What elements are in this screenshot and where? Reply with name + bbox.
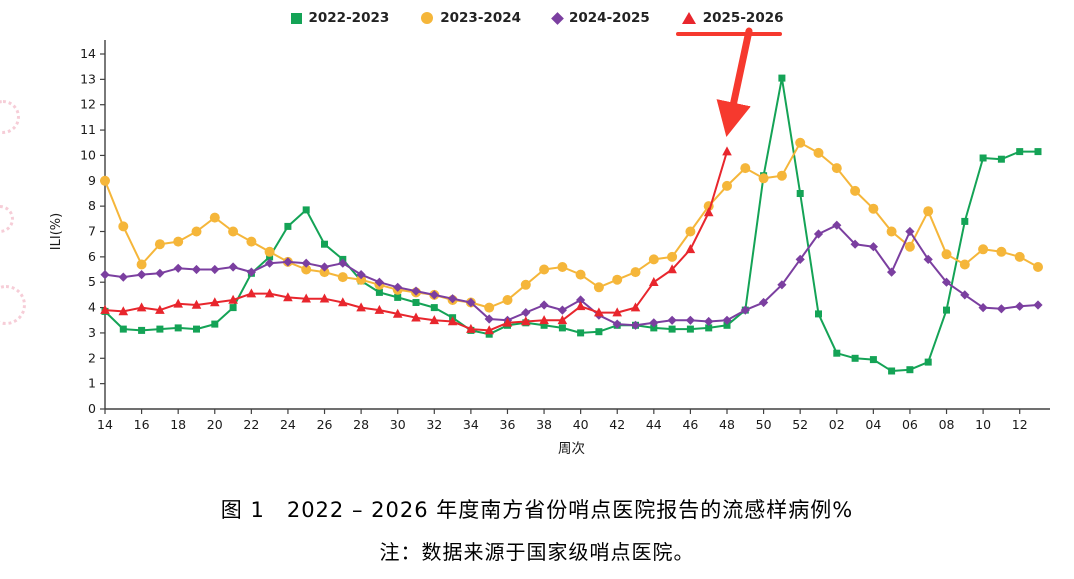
svg-text:40: 40: [573, 417, 589, 432]
svg-text:02: 02: [829, 417, 845, 432]
svg-text:16: 16: [134, 417, 150, 432]
svg-text:14: 14: [97, 417, 113, 432]
svg-text:ILI(%): ILI(%): [49, 213, 64, 250]
svg-text:32: 32: [426, 417, 442, 432]
ili-line-chart: 0 1 2 3 4 5 6 7 8 9 10 11 12 13 14 14 16 18 20 22 24 26 28 30 32…: [0, 26, 1074, 472]
chart-legend: 2022-2023 2023-2024 2024-2025 2025-2026: [0, 0, 1074, 36]
svg-text:26: 26: [317, 417, 333, 432]
legend-underline-annotation: [675, 32, 782, 36]
svg-text:08: 08: [939, 417, 955, 432]
svg-text:11: 11: [80, 122, 96, 137]
legend-item-2024-2025: 2024-2025: [551, 10, 650, 26]
svg-text:8: 8: [88, 198, 96, 213]
svg-text:24: 24: [280, 417, 296, 432]
svg-text:6: 6: [88, 249, 96, 264]
svg-text:3: 3: [88, 325, 96, 340]
svg-text:06: 06: [902, 417, 918, 432]
figure-caption: 图 1 2022 – 2026 年度南方省份哨点医院报告的流感样病例%: [220, 498, 854, 522]
svg-text:2: 2: [88, 350, 96, 365]
svg-text:12: 12: [80, 97, 96, 112]
svg-text:20: 20: [207, 417, 223, 432]
figure-note: 注：数据来源于国家级哨点医院。: [379, 540, 695, 564]
svg-text:9: 9: [88, 173, 96, 188]
svg-text:38: 38: [536, 417, 552, 432]
svg-text:22: 22: [243, 417, 259, 432]
svg-text:44: 44: [646, 417, 662, 432]
svg-text:10: 10: [975, 417, 991, 432]
svg-text:10: 10: [80, 147, 96, 162]
svg-text:1: 1: [88, 376, 96, 391]
svg-text:52: 52: [792, 417, 808, 432]
svg-text:36: 36: [500, 417, 516, 432]
svg-text:34: 34: [463, 417, 479, 432]
svg-text:48: 48: [719, 417, 735, 432]
svg-text:0: 0: [88, 401, 96, 416]
square-marker-icon: [290, 12, 302, 24]
svg-text:50: 50: [756, 417, 772, 432]
svg-text:14: 14: [80, 46, 96, 61]
svg-text:13: 13: [80, 71, 96, 86]
diamond-marker-icon: [551, 11, 564, 25]
svg-text:12: 12: [1012, 417, 1028, 432]
legend-label: 2023-2024: [440, 10, 521, 26]
svg-text:周次: 周次: [558, 441, 585, 457]
legend-item-2025-2026: 2025-2026: [675, 10, 784, 36]
legend-label: 2025-2026: [702, 10, 784, 26]
triangle-marker-icon: [681, 12, 696, 24]
svg-text:5: 5: [88, 274, 96, 289]
circle-marker-icon: [421, 12, 434, 24]
legend-item-2022-2023: 2022-2023: [290, 10, 390, 26]
svg-text:18: 18: [170, 417, 186, 432]
svg-text:46: 46: [682, 417, 698, 432]
legend-item-2023-2024: 2023-2024: [421, 10, 521, 26]
svg-text:42: 42: [609, 417, 625, 432]
svg-text:4: 4: [88, 300, 96, 315]
legend-label: 2024-2025: [569, 10, 650, 26]
svg-text:04: 04: [865, 417, 881, 432]
legend-label: 2022-2023: [308, 10, 390, 26]
svg-text:28: 28: [353, 417, 369, 432]
svg-text:30: 30: [390, 417, 406, 432]
svg-text:7: 7: [88, 224, 96, 239]
